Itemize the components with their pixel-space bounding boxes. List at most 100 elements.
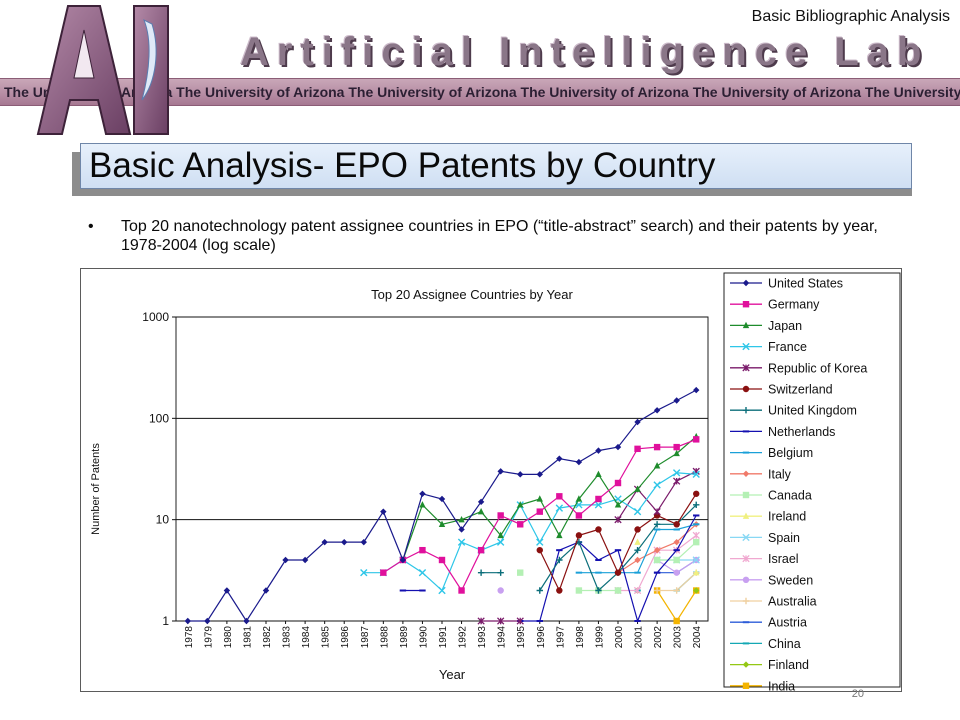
data-point <box>477 498 485 506</box>
data-point <box>673 477 681 485</box>
series-ireland <box>634 538 700 576</box>
legend-marker <box>742 470 750 477</box>
data-point <box>653 521 661 528</box>
legend-item: China <box>730 637 801 651</box>
lab-header: The University of Arizona The University… <box>0 0 960 140</box>
data-point <box>575 512 583 519</box>
section-caption: Basic Bibliographic Analysis <box>751 8 950 25</box>
x-tick-label: 1986 <box>340 626 351 649</box>
data-point <box>380 508 387 515</box>
data-point <box>517 471 524 478</box>
data-point <box>556 493 563 500</box>
data-point <box>438 520 446 528</box>
data-point <box>380 569 387 576</box>
series-line <box>382 438 697 592</box>
data-point <box>673 449 680 457</box>
data-point <box>223 587 231 594</box>
data-point <box>458 587 465 594</box>
series-line <box>656 590 697 623</box>
legend-item: Belgium <box>730 446 813 460</box>
data-point <box>438 556 446 564</box>
data-point <box>575 587 583 594</box>
legend-marker <box>742 279 750 287</box>
data-point <box>634 538 641 545</box>
data-point <box>575 532 583 539</box>
data-point <box>262 587 270 594</box>
data-point <box>634 418 641 426</box>
data-point <box>243 617 250 625</box>
x-tick-label: 1985 <box>321 626 332 649</box>
legend-label: United Kingdom <box>768 404 857 418</box>
legend-item: United Kingdom <box>730 404 857 418</box>
data-point <box>693 436 700 443</box>
x-axis-label: Year <box>439 667 466 682</box>
data-point <box>653 556 661 564</box>
data-point <box>458 515 465 523</box>
data-point <box>673 538 680 546</box>
legend-marker <box>742 342 750 351</box>
legend-label: China <box>768 637 801 651</box>
legend-label: Canada <box>768 489 812 503</box>
legend-item: Netherlands <box>730 425 835 439</box>
data-point <box>614 443 622 451</box>
x-tick-label: 2004 <box>692 626 703 649</box>
x-tick-label: 1996 <box>536 626 547 649</box>
legend-label: Finland <box>768 658 809 672</box>
data-point <box>614 587 622 594</box>
data-point <box>418 568 427 577</box>
series-line <box>402 436 697 561</box>
x-tick-label: 2001 <box>634 626 645 649</box>
data-point <box>477 507 485 515</box>
legend-marker <box>742 385 750 393</box>
chart-title: Top 20 Assignee Countries by Year <box>371 287 573 302</box>
series-line <box>402 515 697 623</box>
legend-item: Sweden <box>730 573 813 587</box>
series-japan <box>399 432 700 563</box>
data-point <box>673 569 680 576</box>
data-point <box>634 526 641 533</box>
legend-marker <box>742 554 750 563</box>
x-tick-label: 1991 <box>438 626 449 649</box>
y-tick-label: 10 <box>156 513 170 527</box>
data-point <box>496 538 505 546</box>
legend-marker <box>742 533 750 542</box>
data-point <box>497 512 504 519</box>
data-point <box>653 507 661 516</box>
data-point <box>653 546 661 554</box>
data-point <box>321 538 328 546</box>
data-point <box>497 587 504 594</box>
data-point <box>419 501 426 508</box>
data-point <box>595 447 602 454</box>
data-point <box>517 521 524 528</box>
x-tick-label: 1983 <box>282 626 293 649</box>
legend-label: Netherlands <box>768 425 835 439</box>
data-point <box>419 490 426 497</box>
series-united-states <box>184 386 700 625</box>
x-tick-label: 1997 <box>555 626 566 649</box>
x-tick-label: 1984 <box>301 626 312 649</box>
data-point <box>634 556 641 564</box>
x-tick-label: 2002 <box>653 626 664 649</box>
x-tick-label: 1998 <box>575 626 586 649</box>
data-point <box>282 556 289 564</box>
lab-title: Artificial Intelligence Lab <box>240 30 930 74</box>
series-netherlands <box>399 514 700 623</box>
legend-label: France <box>768 340 807 354</box>
x-tick-label: 1994 <box>497 626 508 649</box>
data-point <box>595 495 602 503</box>
legend-item: Germany <box>730 298 820 312</box>
x-tick-label: 2000 <box>614 626 625 649</box>
data-point <box>575 458 583 466</box>
x-tick-label: 1993 <box>477 626 488 649</box>
data-point <box>497 617 505 625</box>
data-point <box>517 569 524 576</box>
data-point <box>594 501 603 509</box>
data-point <box>653 407 661 414</box>
legend-label: Israel <box>768 552 799 566</box>
data-point <box>457 538 466 546</box>
data-point <box>536 538 544 546</box>
legend-item: India <box>730 679 795 693</box>
y-tick-label: 1 <box>162 614 169 628</box>
legend-label: Australia <box>768 595 817 609</box>
data-point <box>693 538 700 546</box>
